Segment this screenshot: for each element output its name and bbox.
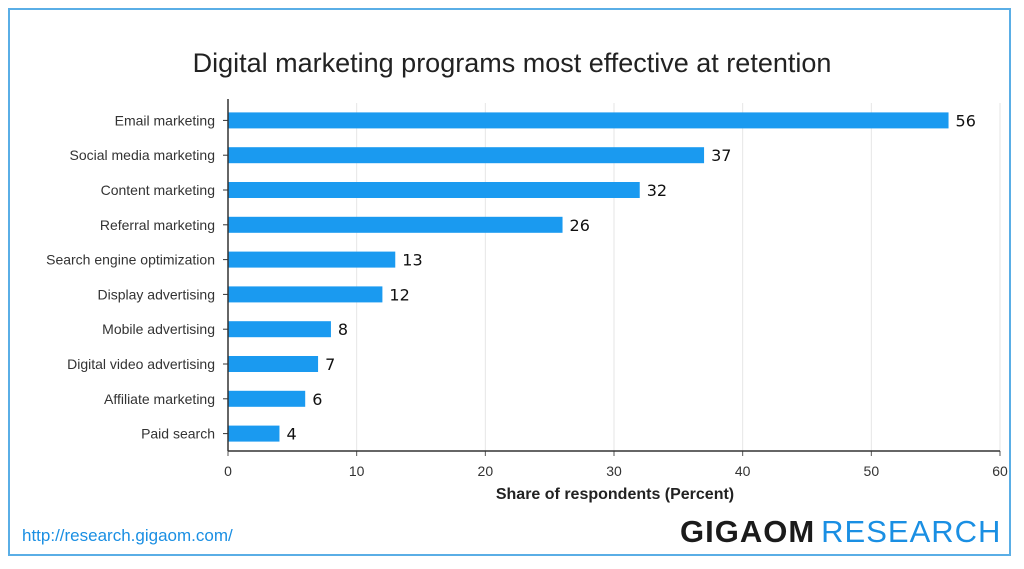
category-label: Display advertising [98, 286, 216, 302]
value-label: 13 [402, 251, 422, 270]
brand-logo-light: RESEARCH [821, 514, 1002, 549]
category-label: Affiliate marketing [104, 391, 215, 407]
bar [228, 251, 396, 268]
x-tick-label: 10 [349, 463, 365, 479]
value-label: 32 [647, 181, 667, 200]
bar [228, 356, 319, 372]
bar [228, 425, 280, 442]
bar [228, 147, 705, 164]
bar [228, 182, 640, 198]
source-link[interactable]: http://research.gigaom.com/ [22, 526, 233, 545]
x-tick-label: 20 [478, 463, 494, 479]
x-tick-label: 60 [992, 463, 1008, 479]
value-label: 8 [338, 320, 348, 339]
value-label: 26 [570, 216, 590, 235]
bar [228, 390, 306, 407]
category-label: Referral marketing [100, 217, 215, 233]
x-tick-label: 30 [606, 463, 622, 479]
bars [228, 112, 949, 442]
category-labels: Email marketing Social media marketing Con… [46, 112, 215, 441]
category-label: Paid search [141, 426, 215, 442]
axes: 0 10 20 30 40 50 60 [223, 99, 1008, 479]
brand-logo-bold: GIGAOM [680, 514, 816, 549]
x-tick-label: 0 [224, 463, 232, 479]
category-label: Mobile advertising [102, 321, 215, 337]
category-label: Email marketing [115, 112, 215, 128]
category-label: Search engine optimization [46, 252, 215, 268]
bar [228, 112, 949, 129]
value-label: 6 [312, 390, 322, 409]
x-axis-label: Share of respondents (Percent) [496, 486, 734, 503]
chart-frame [8, 8, 1011, 556]
value-label: 4 [286, 425, 296, 444]
bar [228, 216, 563, 233]
bar [228, 286, 383, 303]
value-label: 12 [389, 285, 409, 304]
x-tick-label: 40 [735, 463, 751, 479]
bar [228, 321, 331, 338]
value-label: 37 [711, 146, 731, 165]
x-tick-label: 50 [864, 463, 880, 479]
category-label: Content marketing [101, 182, 215, 198]
category-label: Digital video advertising [67, 356, 215, 372]
brand-logo: GIGAOM RESEARCH [680, 514, 1001, 550]
value-label: 7 [325, 355, 335, 374]
chart-title: Digital marketing programs most effectiv… [192, 48, 832, 78]
value-label: 56 [956, 111, 976, 130]
category-label: Social media marketing [69, 147, 215, 163]
